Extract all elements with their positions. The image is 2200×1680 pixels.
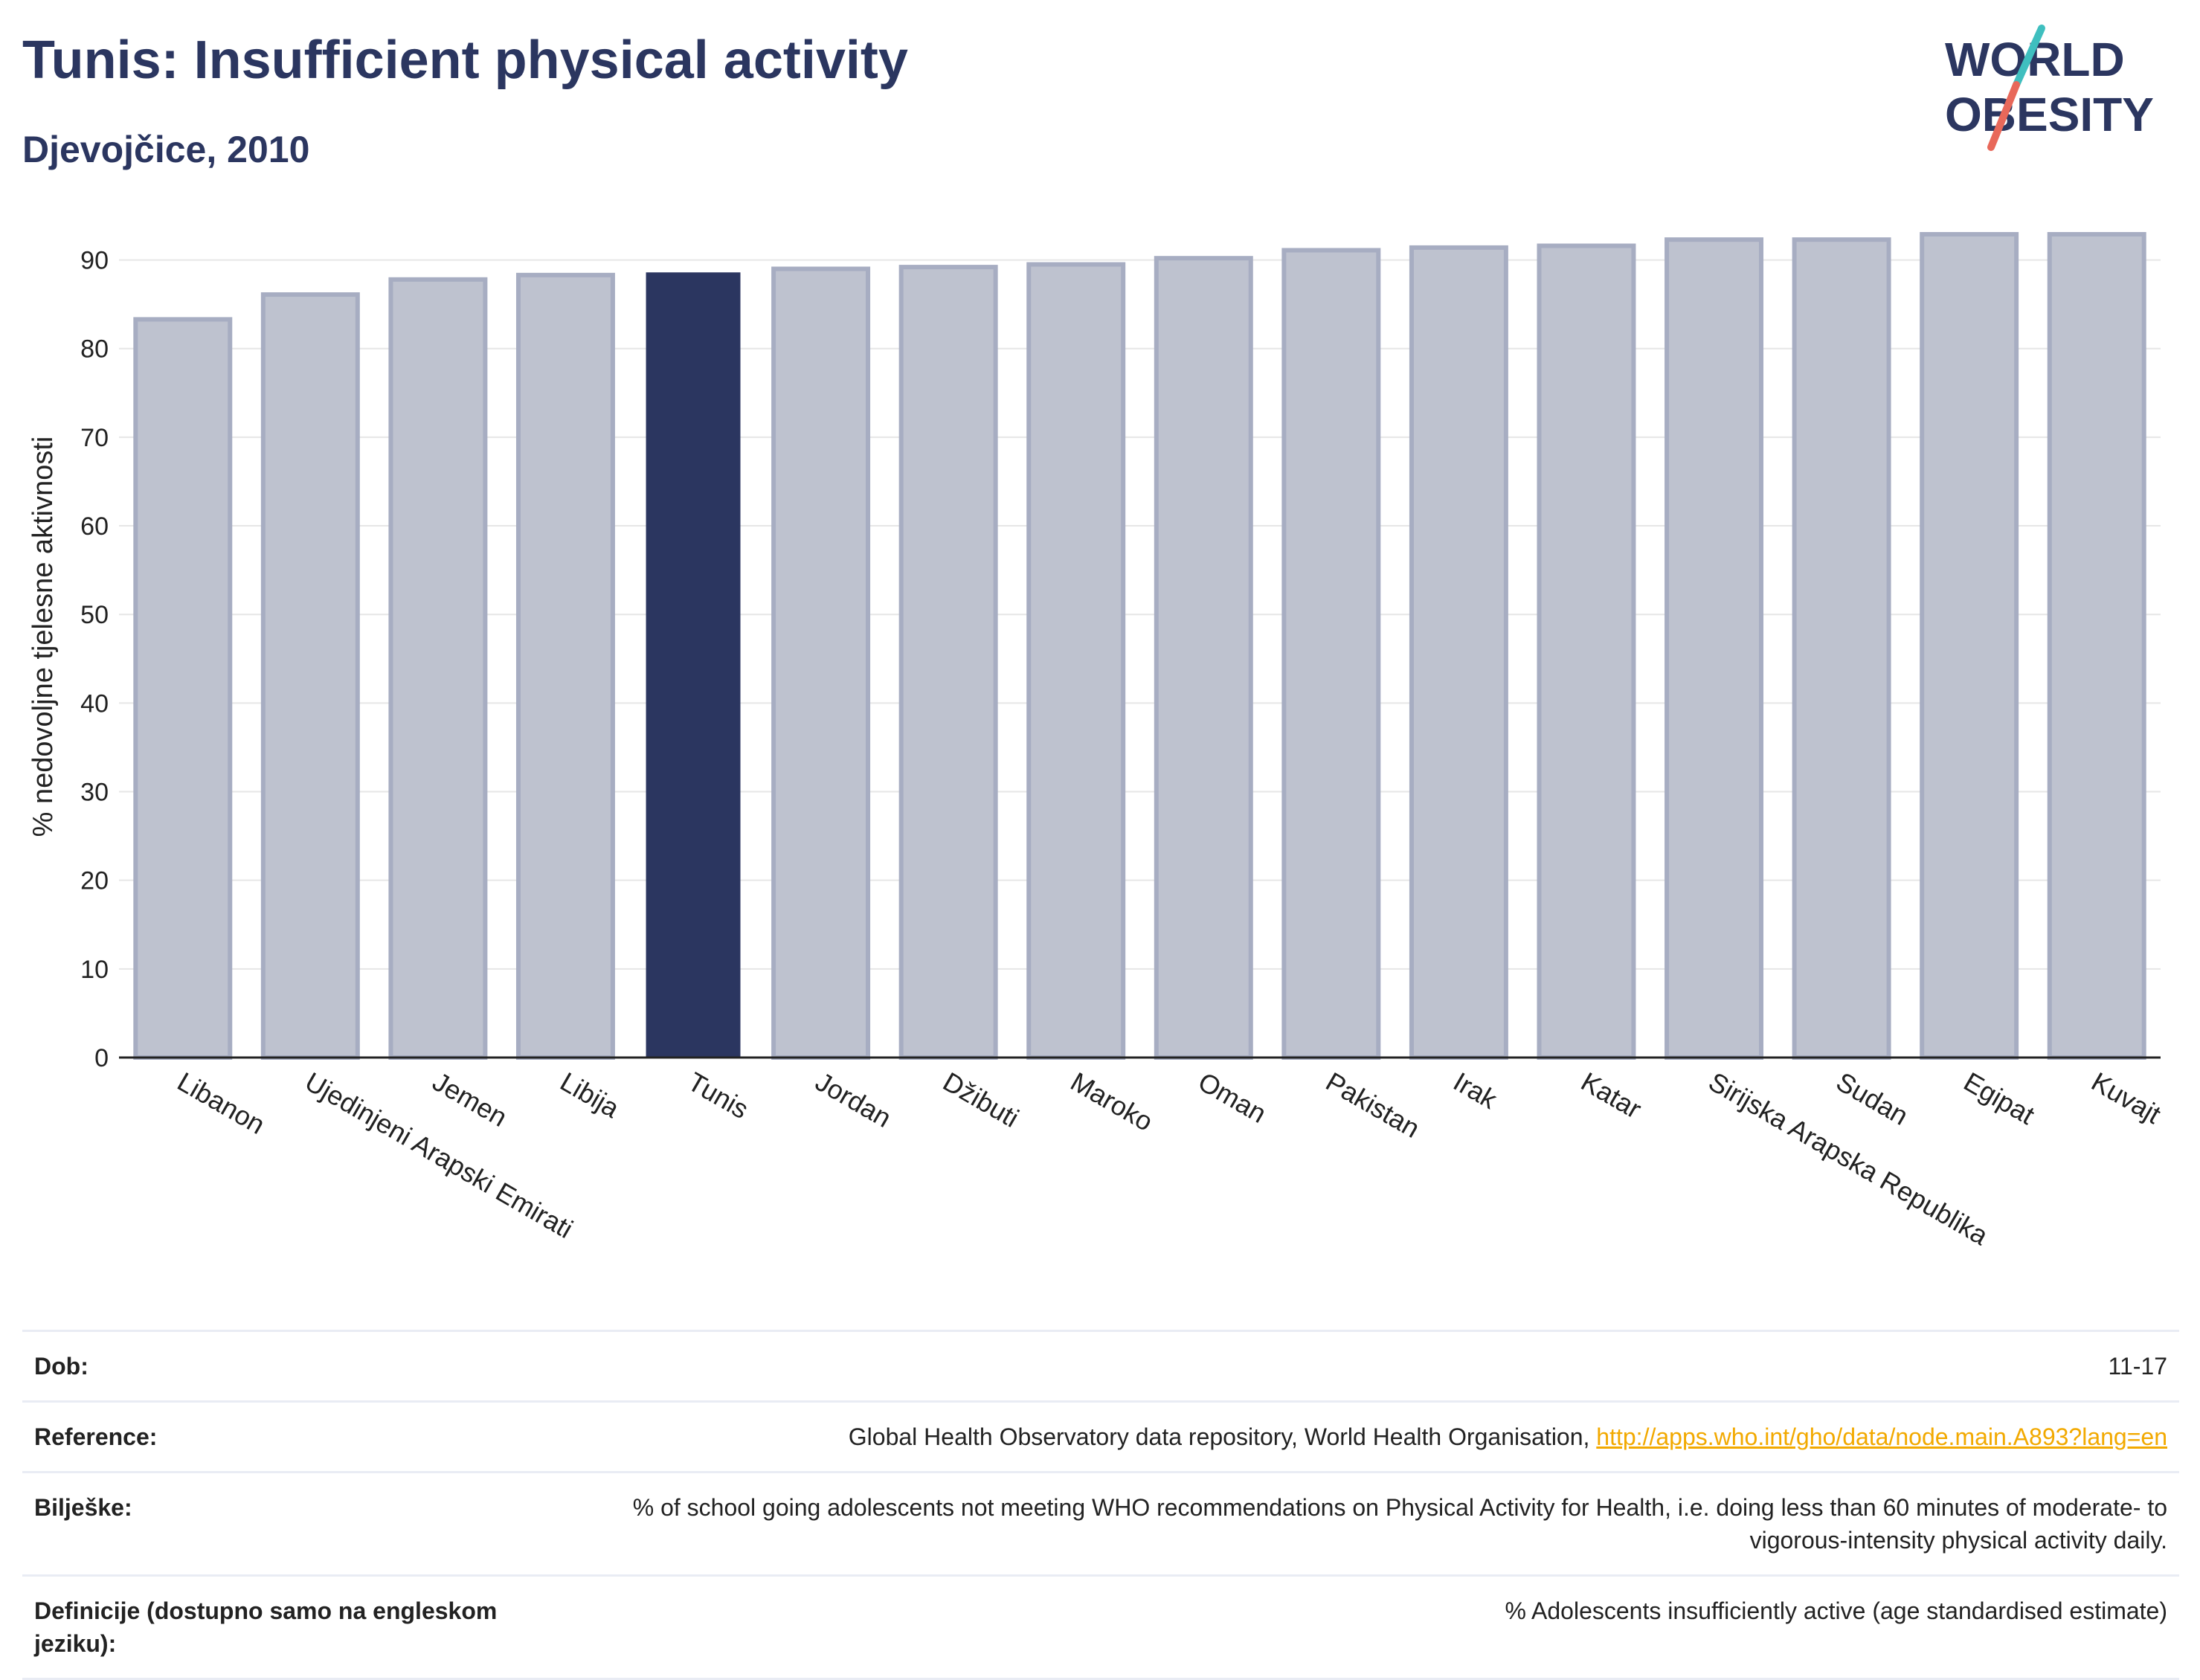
- y-tick-label: 30: [80, 779, 109, 807]
- reference-text: Global Health Observatory data repositor…: [848, 1423, 1597, 1450]
- y-tick-label: 0: [94, 1044, 109, 1072]
- bar-maroko[interactable]: [1026, 262, 1126, 1060]
- x-tick-label: Jordan: [811, 1066, 897, 1133]
- bar-libanon[interactable]: [133, 317, 233, 1060]
- x-tick-label: Jemen: [428, 1066, 512, 1133]
- y-tick-label: 50: [80, 601, 109, 629]
- x-tick-label: Oman: [1193, 1066, 1271, 1129]
- world-obesity-logo: WORLD OBESITY: [1945, 25, 2154, 151]
- x-tick-label: Pakistan: [1321, 1066, 1425, 1144]
- meta-label: Dob:: [34, 1353, 89, 1380]
- meta-label: Bilješke:: [34, 1494, 132, 1521]
- bar-chart: 0 10 20 30 40 50 60 70 80 90 Libanon Ujedinjeni Ar…: [28, 232, 2167, 1252]
- y-tick-label: 10: [80, 956, 109, 984]
- bar-sudan[interactable]: [1792, 237, 1891, 1061]
- x-tick-label: Kuvajt: [2086, 1066, 2166, 1130]
- x-tick-label: Irak: [1448, 1066, 1502, 1115]
- y-tick-label: 60: [80, 512, 109, 541]
- meta-label: Definicije (dostupno samo na engleskom j…: [34, 1597, 498, 1657]
- chart-subtitle: Djevojčice, 2010: [22, 129, 310, 170]
- meta-value: % Adolescents insufficiently active (age…: [1505, 1597, 2167, 1624]
- bar-tunis[interactable]: [646, 272, 741, 1058]
- bar-katar[interactable]: [1537, 243, 1636, 1061]
- meta-value: % of school going adolescents not meetin…: [632, 1494, 2167, 1554]
- x-tick-label: Sudan: [1831, 1066, 1914, 1131]
- meta-label: Reference:: [34, 1423, 158, 1450]
- bar-pakistan[interactable]: [1281, 248, 1381, 1061]
- logo-line2: OBESITY: [1945, 88, 2154, 141]
- bars: [133, 232, 2146, 1061]
- x-tick-label: Džibuti: [938, 1066, 1024, 1133]
- bar-ujedinjeni-arapski-emirati[interactable]: [260, 292, 360, 1060]
- y-tick-label: 90: [80, 247, 109, 275]
- meta-row-age: Dob: 11-17: [22, 1330, 2179, 1400]
- y-tick-label: 20: [80, 867, 109, 895]
- meta-value: Global Health Observatory data repositor…: [570, 1420, 2167, 1453]
- x-tick-label: Libija: [555, 1066, 625, 1124]
- chart-title: Tunis: Insufficient physical activity: [22, 30, 908, 90]
- x-tick-label: Katar: [1576, 1066, 1647, 1124]
- bar-oman[interactable]: [1154, 256, 1253, 1060]
- y-tick-label: 40: [80, 689, 109, 718]
- meta-row-reference: Reference: Global Health Observatory dat…: [22, 1400, 2179, 1471]
- bar-jemen[interactable]: [388, 277, 488, 1060]
- bar-irak[interactable]: [1409, 245, 1508, 1060]
- meta-value: 11-17: [2108, 1353, 2167, 1380]
- y-tick-label: 80: [80, 335, 109, 364]
- logo-slash-teal-icon: [2013, 25, 2045, 88]
- meta-row-definitions: Definicije (dostupno samo na engleskom j…: [22, 1574, 2179, 1680]
- x-tick-label: Tunis: [683, 1066, 754, 1124]
- bar-jordan[interactable]: [771, 266, 871, 1060]
- meta-row-notes: Bilješke: % of school going adolescents …: [22, 1471, 2179, 1574]
- logo-slash-red-icon: [1987, 81, 2020, 151]
- x-tick-label: Egipat: [1959, 1066, 2040, 1130]
- x-tick-label: Maroko: [1066, 1066, 1158, 1137]
- bar-egipat[interactable]: [1920, 232, 2019, 1060]
- bar-sirijska-arapska-republika[interactable]: [1665, 237, 1764, 1061]
- y-axis-label: % nedovoljne tjelesne aktivnosti: [28, 437, 59, 837]
- bar-d-ibuti[interactable]: [898, 265, 998, 1061]
- metadata-table: Dob: 11-17 Reference: Global Health Obse…: [22, 1330, 2179, 1680]
- x-tick-label: Libanon: [173, 1066, 270, 1140]
- bar-kuvajt[interactable]: [2047, 232, 2146, 1060]
- y-tick-labels: 0 10 20 30 40 50 60 70 80 90: [80, 247, 109, 1072]
- y-tick-label: 70: [80, 424, 109, 452]
- reference-link[interactable]: http://apps.who.int/gho/data/node.main.A…: [1596, 1423, 2167, 1450]
- bar-libija[interactable]: [515, 272, 615, 1060]
